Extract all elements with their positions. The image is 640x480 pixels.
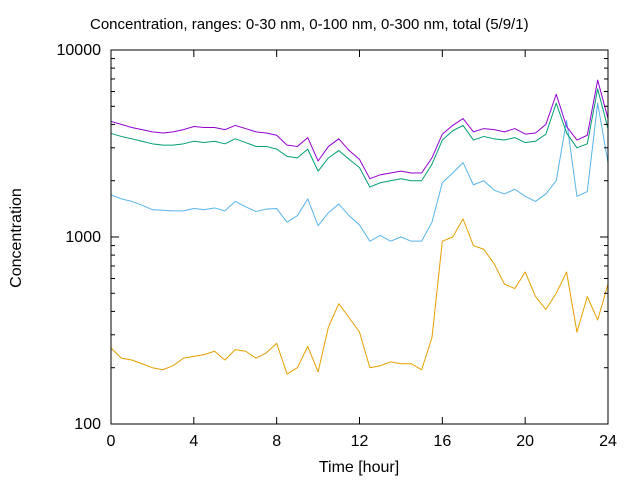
series-line-3 <box>110 88 609 188</box>
series-line-4 <box>110 79 609 180</box>
x-tick-label: 8 <box>272 433 281 450</box>
x-ticks: 0 4 8 12 16 20 24 <box>107 50 617 450</box>
plot-frame <box>110 49 609 425</box>
series-layer <box>110 79 609 375</box>
x-tick-label: 4 <box>189 433 198 450</box>
series-line-1 <box>110 218 609 375</box>
x-tick-label: 20 <box>516 433 534 450</box>
x-tick-label: 12 <box>351 433 369 450</box>
series-line-2 <box>110 102 609 242</box>
x-tick-label: 16 <box>433 433 451 450</box>
y-tick-label: 10000 <box>57 42 102 59</box>
x-tick-label: 0 <box>107 433 116 450</box>
y-tick-label: 1000 <box>65 229 101 246</box>
y-axis-label: Concentration <box>8 188 25 288</box>
y-tick-label: 100 <box>74 416 101 433</box>
y-ticks: 100 1000 10000 <box>57 42 608 433</box>
x-axis-label: Time [hour] <box>319 459 399 476</box>
x-tick-label: 24 <box>599 433 617 450</box>
chart-title: Concentration, ranges: 0-30 nm, 0-100 nm… <box>90 16 529 33</box>
